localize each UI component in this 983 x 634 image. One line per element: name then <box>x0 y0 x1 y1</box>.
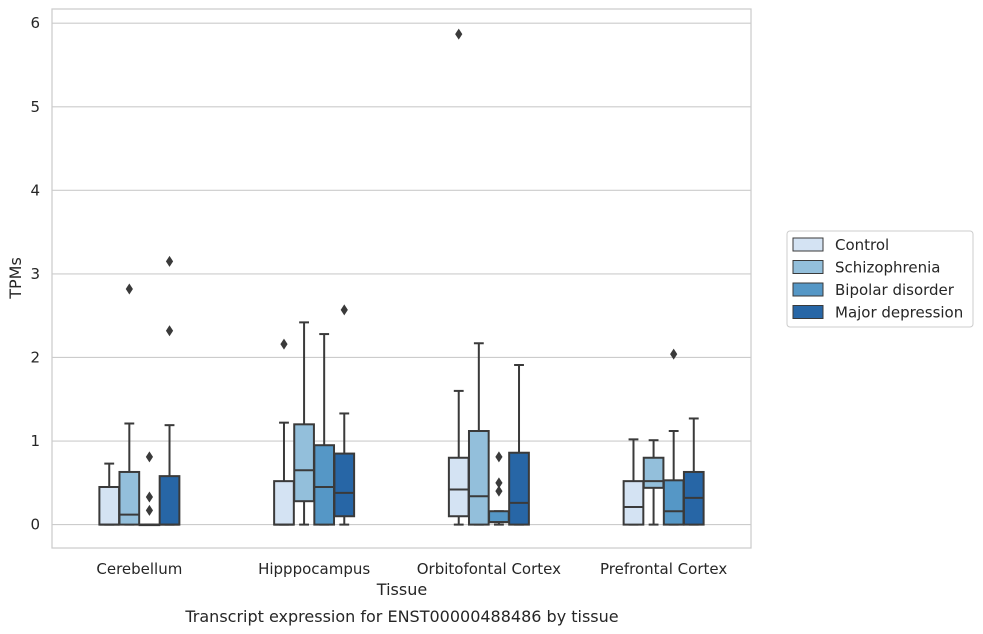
box-cerebellum-schizophrenia <box>118 422 141 526</box>
x-tick-label: Hipppocampus <box>258 560 370 578</box>
box-orbitofontal-cortex-bipolar-disorder <box>488 510 510 526</box>
box-body <box>642 456 665 489</box>
x-axis-title: Tissue <box>376 580 427 599</box>
outlier-point <box>495 485 503 497</box>
legend-swatch <box>792 237 824 252</box>
box-orbitofontal-cortex-control <box>447 389 470 526</box>
box-layer <box>98 321 705 527</box>
box-body <box>622 480 645 526</box>
legend-label: Control <box>835 236 889 254</box>
x-tick-label: Prefrontal Cortex <box>600 560 727 578</box>
legend-items: Control Schizophrenia Bipolar disorder Majo… <box>792 236 963 322</box>
outlier-point <box>495 477 503 489</box>
outlier-point <box>165 255 174 267</box>
y-axis-title: TPMs <box>6 257 25 300</box>
y-tick-labels: 0 1 2 3 4 5 6 <box>30 14 40 533</box>
legend-swatch <box>792 260 824 274</box>
box-body <box>508 451 530 526</box>
outlier-layer <box>125 28 678 516</box>
plot-frame <box>51 8 752 549</box>
outlier-point <box>455 28 463 40</box>
box-orbitofontal-cortex-major-depression <box>508 363 530 526</box>
y-tick-label: 0 <box>30 516 40 534</box>
outlier-point <box>145 451 154 463</box>
x-tick-label: Orbitofontal Cortex <box>417 560 561 578</box>
box-orbitofontal-cortex-schizophrenia <box>467 342 490 526</box>
box-hipppocampus-major-depression <box>333 412 356 526</box>
x-tick-labels: Cerebellum Hipppocampus Orbitofontal Corte… <box>96 560 727 578</box>
box-body <box>293 423 315 503</box>
y-tick-label: 1 <box>30 432 40 450</box>
legend: Control Schizophrenia Bipolar disorder Majo… <box>786 230 974 328</box>
box-body <box>467 430 490 526</box>
outlier-point <box>145 491 154 503</box>
outlier-point <box>340 304 348 316</box>
chart-caption: Transcript expression for ENST0000048848… <box>184 607 618 626</box>
box-prefrontal-cortex-major-depression <box>682 417 705 526</box>
box-prefrontal-cortex-control <box>622 438 645 526</box>
y-tick-label: 3 <box>30 265 40 283</box>
legend-label: Schizophrenia <box>835 259 940 277</box>
x-tick-label: Cerebellum <box>96 560 182 578</box>
box-body <box>662 479 685 526</box>
legend-swatch <box>792 305 824 319</box>
box-hipppocampus-control <box>273 421 295 526</box>
box-body <box>447 456 470 518</box>
box-body <box>158 475 181 526</box>
box-body <box>273 480 295 526</box>
box-body <box>488 510 510 524</box>
box-body <box>98 485 121 526</box>
box-hipppocampus-bipolar-disorder <box>313 333 336 526</box>
y-tick-label: 6 <box>30 14 40 32</box>
plot-area-background <box>52 9 751 548</box>
box-body <box>118 470 141 526</box>
box-cerebellum-control <box>98 462 121 526</box>
box-body <box>333 452 356 518</box>
y-tick-label: 4 <box>30 181 40 199</box>
y-tick-label: 2 <box>30 348 40 366</box>
legend-frame <box>786 230 974 328</box>
legend-swatch <box>792 282 824 297</box>
y-tick-label: 5 <box>30 98 40 116</box>
outlier-point <box>165 325 174 337</box>
legend-label: Bipolar disorder <box>835 281 955 299</box>
box-cerebellum-bipolar-disorder <box>138 523 161 527</box>
box-hipppocampus-schizophrenia <box>293 321 315 526</box>
outlier-point <box>145 504 154 516</box>
legend-label: Major depression <box>835 304 963 322</box>
box-cerebellum-major-depression <box>158 424 181 526</box>
outlier-point <box>125 283 133 295</box>
outlier-point <box>280 338 288 350</box>
outlier-point <box>670 348 678 360</box>
box-prefrontal-cortex-schizophrenia <box>642 439 665 526</box>
outlier-point <box>495 451 503 463</box>
box-body <box>313 444 336 526</box>
